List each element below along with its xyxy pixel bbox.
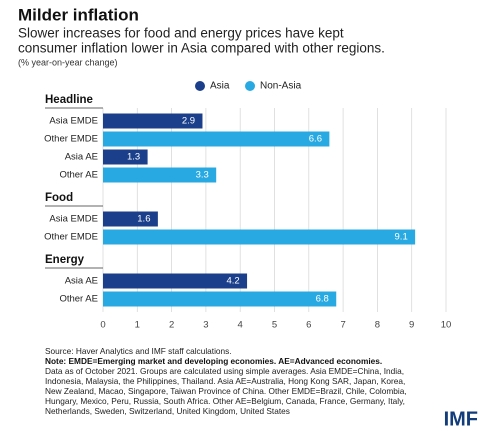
category-label: Other EMDE [44, 232, 98, 243]
value-label: 6.6 [309, 134, 322, 145]
footnote: Data as of October 2021. Groups are calc… [45, 366, 404, 376]
value-label: 1.6 [137, 214, 150, 225]
value-label: 2.9 [182, 116, 195, 127]
note: Note: EMDE=Emerging market and developin… [45, 356, 382, 366]
category-label: Other EMDE [44, 134, 98, 145]
subtitle: Slower increases for food and energy pri… [18, 26, 344, 41]
value-label: 4.2 [226, 276, 239, 287]
legend-swatch [245, 81, 255, 91]
bar [103, 167, 217, 183]
category-label: Other AE [59, 294, 98, 305]
group-header: Energy [45, 254, 85, 266]
value-label: 3.3 [196, 170, 209, 181]
legend-label: Non-Asia [260, 81, 302, 92]
x-tick-label: 2 [169, 320, 174, 331]
category-label: Asia AE [65, 152, 98, 163]
bar [103, 113, 203, 129]
logo: IMF [444, 408, 478, 430]
bar [103, 273, 248, 289]
x-tick-label: 8 [375, 320, 380, 331]
x-tick-label: 9 [409, 320, 414, 331]
group-header: Food [45, 192, 73, 204]
bar [103, 291, 337, 307]
legend-swatch [195, 81, 205, 91]
unit-note: (% year-on-year change) [18, 57, 118, 67]
footnote: Hungary, Mexico, Peru, Russia, South Afr… [45, 396, 405, 406]
x-tick-label: 4 [238, 320, 243, 331]
category-label: Asia EMDE [49, 214, 98, 225]
x-tick-label: 7 [340, 320, 345, 331]
subtitle: consumer inflation lower in Asia compare… [18, 41, 385, 56]
group-header: Headline [45, 94, 93, 106]
source: Source: Haver Analytics and IMF staff ca… [45, 346, 232, 356]
value-label: 6.8 [316, 294, 329, 305]
chart-title: Milder inflation [18, 5, 139, 24]
category-label: Asia EMDE [49, 116, 98, 127]
category-label: Asia AE [65, 276, 98, 287]
x-tick-label: 3 [203, 320, 208, 331]
x-tick-label: 1 [135, 320, 140, 331]
x-tick-label: 5 [272, 320, 277, 331]
x-tick-label: 10 [441, 320, 452, 331]
legend-label: Asia [210, 81, 230, 92]
bar [103, 149, 148, 165]
value-label: 9.1 [395, 232, 408, 243]
category-label: Other AE [59, 170, 98, 181]
x-tick-label: 6 [306, 320, 311, 331]
footnote: Indonesia, Malaysia, the Philippines, Th… [45, 376, 405, 386]
footnote: Netherlands, Sweden, Switzerland, United… [45, 406, 290, 416]
bar [103, 229, 416, 245]
footnote: New Zealand, Macao, Singapore, Taiwan Pr… [45, 386, 407, 396]
bar [103, 131, 330, 147]
bar [103, 211, 158, 227]
x-tick-label: 0 [100, 320, 105, 331]
value-label: 1.3 [127, 152, 140, 163]
